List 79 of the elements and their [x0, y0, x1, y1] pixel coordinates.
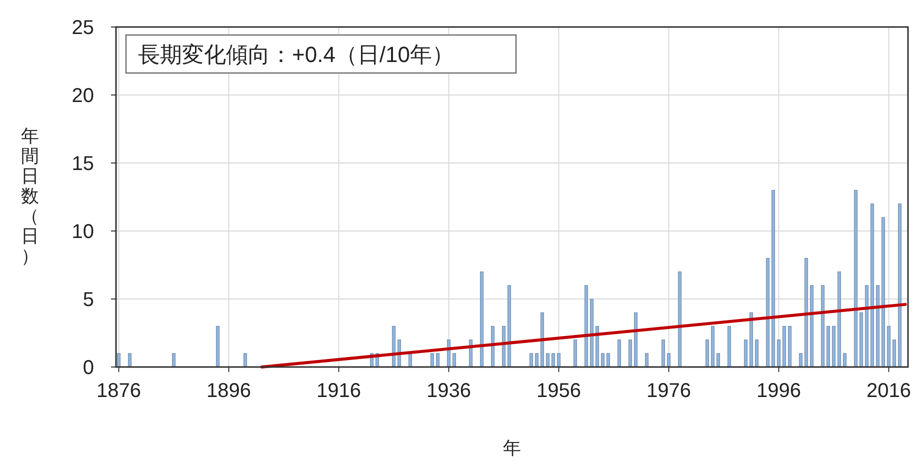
bar: [749, 312, 754, 368]
bar: [661, 340, 666, 368]
bar: [864, 285, 869, 368]
bar: [534, 353, 539, 368]
x-tick-label: 1936: [426, 380, 471, 402]
y-tick-label: 10: [72, 221, 94, 243]
bar: [754, 340, 759, 368]
bar: [776, 340, 781, 368]
bar: [644, 353, 649, 368]
bar: [744, 340, 748, 368]
bar: [705, 340, 710, 368]
note-box: 長期変化傾向：+0.4（日/10年）: [126, 34, 516, 74]
bar: [876, 285, 880, 368]
bar: [678, 272, 682, 368]
bar: [116, 353, 121, 368]
bar: [606, 353, 610, 368]
bar: [551, 353, 556, 368]
bar: [727, 326, 732, 368]
bar: [892, 340, 896, 368]
x-axis-title: 年: [503, 438, 521, 458]
bar: [842, 353, 847, 368]
bar: [854, 190, 858, 368]
bar: [392, 326, 396, 368]
bar: [490, 326, 495, 368]
bar: [436, 353, 440, 368]
bar: [782, 326, 786, 368]
bar: [128, 353, 132, 368]
x-tick-label: 1976: [646, 380, 691, 402]
bar: [617, 340, 622, 368]
bar: [710, 326, 715, 368]
bar: [634, 312, 638, 368]
bar: [430, 353, 434, 368]
bar: [172, 353, 176, 368]
bar: [886, 326, 891, 368]
x-tick-label: 1896: [206, 380, 251, 402]
bar: [573, 340, 578, 368]
bar: [546, 353, 550, 368]
bar: [600, 353, 605, 368]
bar: [502, 326, 506, 368]
bar: [898, 204, 902, 368]
bar: [480, 272, 484, 368]
bar: [826, 326, 830, 368]
bar: [820, 285, 825, 368]
y-tick-label: 25: [72, 17, 94, 39]
annotation: 長期変化傾向：+0.4（日/10年）: [138, 42, 454, 67]
bar: [810, 285, 814, 368]
bar: [595, 326, 600, 368]
bar: [243, 353, 248, 368]
bar: [216, 326, 220, 368]
bar: [540, 312, 544, 368]
bar: [859, 312, 864, 368]
bar: [716, 353, 720, 368]
x-tick-label: 2016: [866, 380, 911, 402]
y-tick-label: 0: [82, 357, 94, 379]
bar: [507, 285, 512, 368]
x-tick-label: 1956: [536, 380, 581, 402]
bar: [798, 353, 803, 368]
bar: [584, 285, 588, 368]
bar: [666, 353, 671, 368]
bar: [766, 258, 770, 368]
y-axis-title: 年間日数（日）: [21, 126, 39, 266]
bar: [804, 258, 808, 368]
bar: [452, 353, 456, 368]
bar: [556, 353, 561, 368]
x-tick-label: 1996: [756, 380, 801, 402]
bar: [529, 353, 534, 368]
bar: [881, 217, 886, 368]
bar: [837, 272, 842, 368]
x-tick-label: 1916: [316, 380, 361, 402]
bar: [832, 326, 836, 368]
y-tick-label: 15: [72, 153, 94, 175]
bar: [771, 190, 776, 368]
y-tick-label: 20: [72, 85, 94, 107]
bar: [788, 326, 792, 368]
bar: [870, 204, 874, 368]
x-tick-label: 1876: [96, 380, 141, 402]
bar: [628, 340, 632, 368]
bar: [590, 298, 594, 368]
y-tick-label: 5: [82, 289, 94, 311]
